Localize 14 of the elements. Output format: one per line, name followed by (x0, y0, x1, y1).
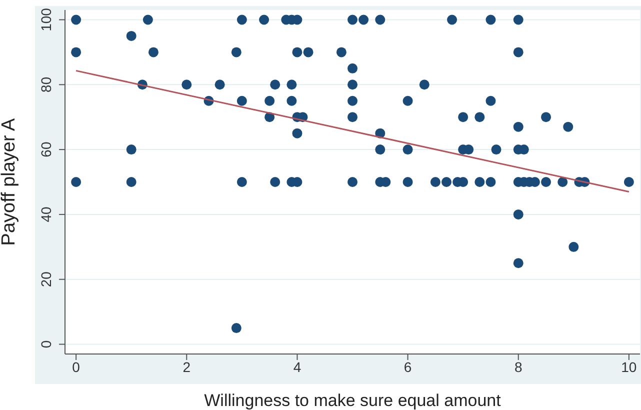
y-tick-label: 80 (38, 76, 54, 92)
x-tick-label: 8 (514, 358, 522, 375)
y-axis-title: Payoff player A (0, 118, 20, 246)
y-tick-label: 100 (38, 8, 54, 32)
y-tick-label: 60 (38, 142, 54, 158)
y-tick-label: 0 (38, 340, 54, 348)
x-axis-title: Willingness to make sure equal amount (204, 391, 502, 410)
y-tick-label: 20 (38, 271, 54, 288)
x-tick-label: 4 (293, 358, 302, 375)
x-tick-label: 10 (621, 358, 637, 375)
x-tick-label: 6 (404, 358, 412, 375)
x-tick-label: 0 (72, 358, 80, 375)
x-tick-label: 2 (182, 358, 191, 375)
y-tick-label: 40 (38, 206, 54, 222)
